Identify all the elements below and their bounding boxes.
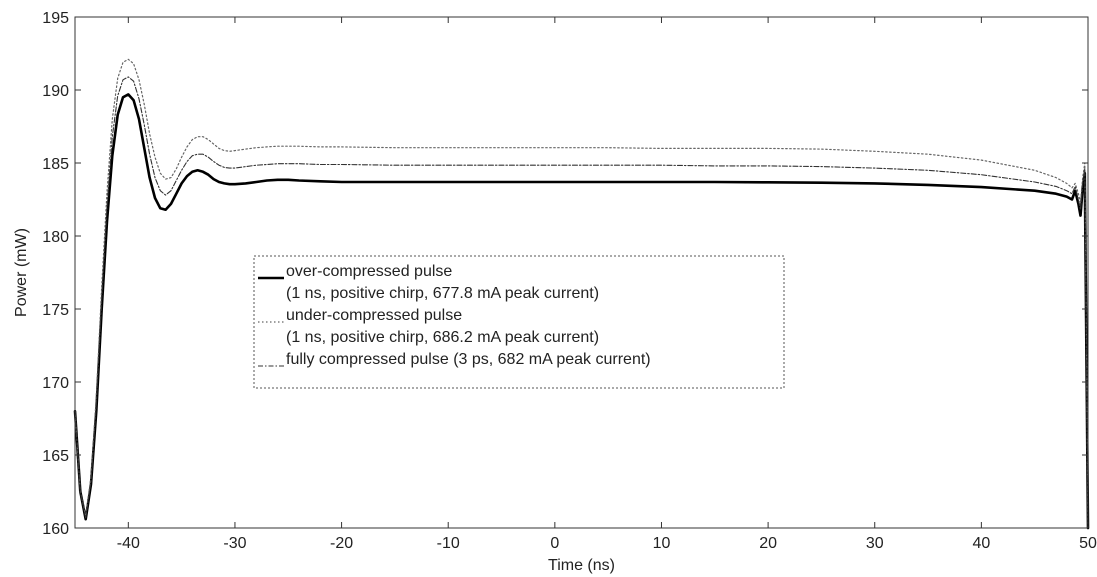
- x-tick-label: 50: [1079, 535, 1097, 552]
- x-tick-label: 0: [550, 535, 559, 552]
- series-line-2: [74, 58, 1089, 529]
- legend-label-1-detail: (1 ns, positive chirp, 677.8 mA peak cur…: [286, 285, 599, 302]
- legend-label-1: over-compressed pulse: [286, 263, 452, 280]
- y-tick-label: 165: [42, 448, 69, 465]
- legend-label-2-detail: (1 ns, positive chirp, 686.2 mA peak cur…: [286, 329, 599, 346]
- plot-frame: [74, 16, 1089, 529]
- series-curves: [73, 58, 1090, 530]
- legend-label-3: fully compressed pulse (3 ps, 682 mA pea…: [286, 351, 651, 368]
- series-line-3: [74, 76, 1089, 529]
- y-tick-label: 175: [42, 302, 69, 319]
- x-tick-label: -40: [117, 535, 140, 552]
- y-tick-label: 195: [42, 10, 69, 27]
- x-tick-label: 10: [653, 535, 671, 552]
- legend-box: [253, 255, 785, 389]
- y-axis-title: Power (mW): [13, 228, 30, 317]
- y-tick-label: 185: [42, 156, 69, 173]
- x-tick-label: -10: [437, 535, 460, 552]
- axes: -40 -30 -20 -10 0 10 20 30 40 50 160 165 170 175 180 18…: [42, 10, 1097, 552]
- legend-label-2: under-compressed pulse: [286, 307, 462, 324]
- x-axis-title: Time (ns): [548, 557, 615, 574]
- x-tick-label: 30: [866, 535, 884, 552]
- x-tick-label: -30: [223, 535, 246, 552]
- x-tick-label: 40: [972, 535, 990, 552]
- y-tick-label: 190: [42, 83, 69, 100]
- y-tick-label: 160: [42, 521, 69, 538]
- x-tick-label: -20: [330, 535, 353, 552]
- legend: over-compressed pulse (1 ns, positive chi…: [253, 255, 785, 389]
- x-tick-label: 20: [759, 535, 777, 552]
- y-tick-label: 170: [42, 375, 69, 392]
- series-line-1: [73, 93, 1090, 530]
- y-tick-label: 180: [42, 229, 69, 246]
